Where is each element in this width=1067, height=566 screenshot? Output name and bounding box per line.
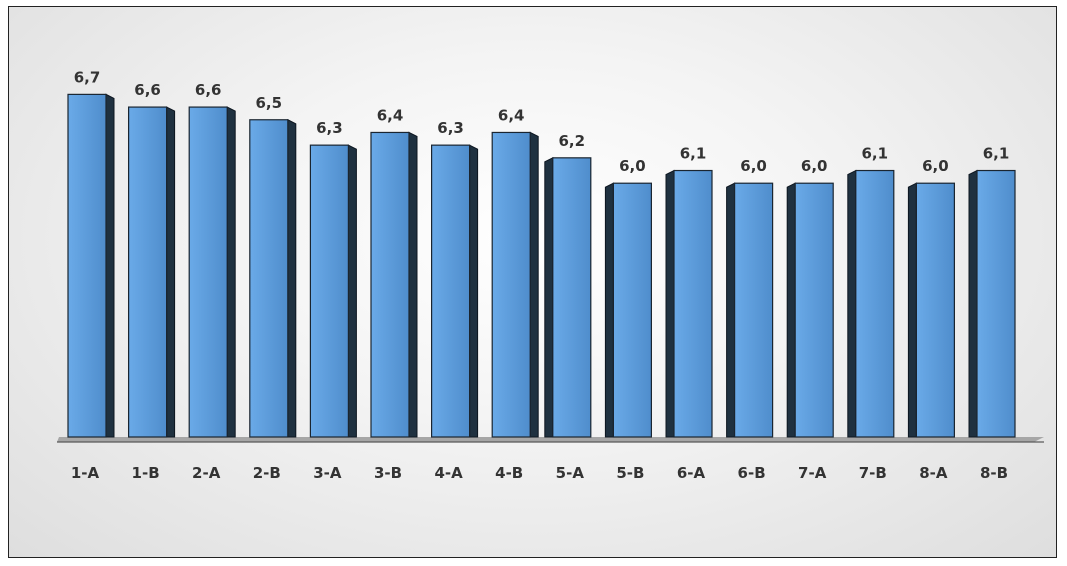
bar-front <box>976 169 1016 438</box>
bar-side <box>105 93 115 438</box>
x-tick-label: 7-A <box>798 464 827 482</box>
chart-floor <box>57 437 1044 442</box>
data-label: 6,0 <box>922 157 949 175</box>
x-tick-label: 7-B <box>859 464 887 482</box>
data-label: 6,1 <box>983 145 1010 163</box>
bar-front <box>491 131 531 438</box>
bar-side <box>847 169 857 438</box>
bar-side <box>907 182 917 438</box>
bar <box>491 131 539 438</box>
data-label: 6,7 <box>74 68 101 86</box>
data-label: 6,3 <box>437 119 464 137</box>
x-tick-label: 3-A <box>313 464 342 482</box>
data-label: 6,4 <box>377 106 404 124</box>
bar-side <box>226 106 236 438</box>
bar <box>309 144 357 438</box>
bar-front <box>127 106 168 438</box>
x-tick-label: 8-A <box>919 464 948 482</box>
bar-side <box>726 182 736 438</box>
bar-side <box>786 182 796 438</box>
bar-front <box>67 93 107 438</box>
bar-side <box>968 169 978 438</box>
data-label: 6,6 <box>195 81 222 99</box>
bar-front <box>673 169 713 438</box>
bar <box>188 106 236 438</box>
bar-chart: 6,7 6,6 6,6 6,5 6,3 6,4 6,3 6,4 6,2 6,0 6,1 6,0 6,0 6… <box>57 68 1044 482</box>
x-tick-label: 2-A <box>192 464 221 482</box>
data-label: 6,3 <box>316 119 343 137</box>
x-tick-label: 6-A <box>677 464 706 482</box>
bar-front <box>249 119 289 438</box>
bar-side <box>469 144 479 438</box>
bar <box>127 106 176 438</box>
bar <box>968 169 1016 438</box>
bar-front <box>733 182 774 438</box>
bar <box>370 131 418 438</box>
x-tick-label: 4-A <box>434 464 463 482</box>
chart-area: 6,7 6,6 6,6 6,5 6,3 6,4 6,3 6,4 6,2 6,0 6,1 6,0 6,0 6… <box>8 6 1057 558</box>
bar-front <box>188 106 228 438</box>
bar-side <box>287 118 297 438</box>
x-tick-label: 5-A <box>556 464 585 482</box>
bar-side <box>665 169 675 438</box>
data-label: 6,0 <box>740 157 767 175</box>
bar <box>249 118 297 438</box>
bar <box>786 182 834 438</box>
bar <box>544 157 592 438</box>
data-label: 6,0 <box>801 157 828 175</box>
bar <box>431 144 479 438</box>
x-tick-label: 6-B <box>738 464 766 482</box>
bar-front <box>309 144 349 438</box>
data-label: 6,5 <box>256 94 283 112</box>
x-tick-label: 5-B <box>616 464 644 482</box>
bar <box>907 182 956 438</box>
bar-front <box>915 182 956 438</box>
bar-front <box>431 144 471 438</box>
data-label: 6,6 <box>134 81 161 99</box>
bar-side <box>166 106 176 438</box>
bar <box>726 182 774 438</box>
bar-front <box>794 182 834 438</box>
bar <box>67 93 115 438</box>
bar-side <box>347 144 357 438</box>
data-label: 6,0 <box>619 157 646 175</box>
x-tick-label: 3-B <box>374 464 402 482</box>
bar-front <box>855 169 895 438</box>
data-label: 6,4 <box>498 106 525 124</box>
bar-side <box>544 157 554 438</box>
bar <box>604 182 653 438</box>
bar-side <box>604 182 614 438</box>
x-tick-label: 1-A <box>71 464 100 482</box>
bar <box>847 169 895 438</box>
bar <box>665 169 713 438</box>
data-label: 6,1 <box>680 145 707 163</box>
x-tick-label: 8-B <box>980 464 1008 482</box>
data-label: 6,1 <box>862 145 889 163</box>
x-tick-label: 4-B <box>495 464 523 482</box>
data-label: 6,2 <box>559 132 586 150</box>
bar-front <box>552 157 592 438</box>
x-tick-label: 2-B <box>253 464 281 482</box>
bar-side <box>529 131 539 438</box>
bar-front <box>612 182 653 438</box>
bar-side <box>408 131 418 438</box>
x-tick-label: 1-B <box>132 464 160 482</box>
bar-front <box>370 131 410 438</box>
